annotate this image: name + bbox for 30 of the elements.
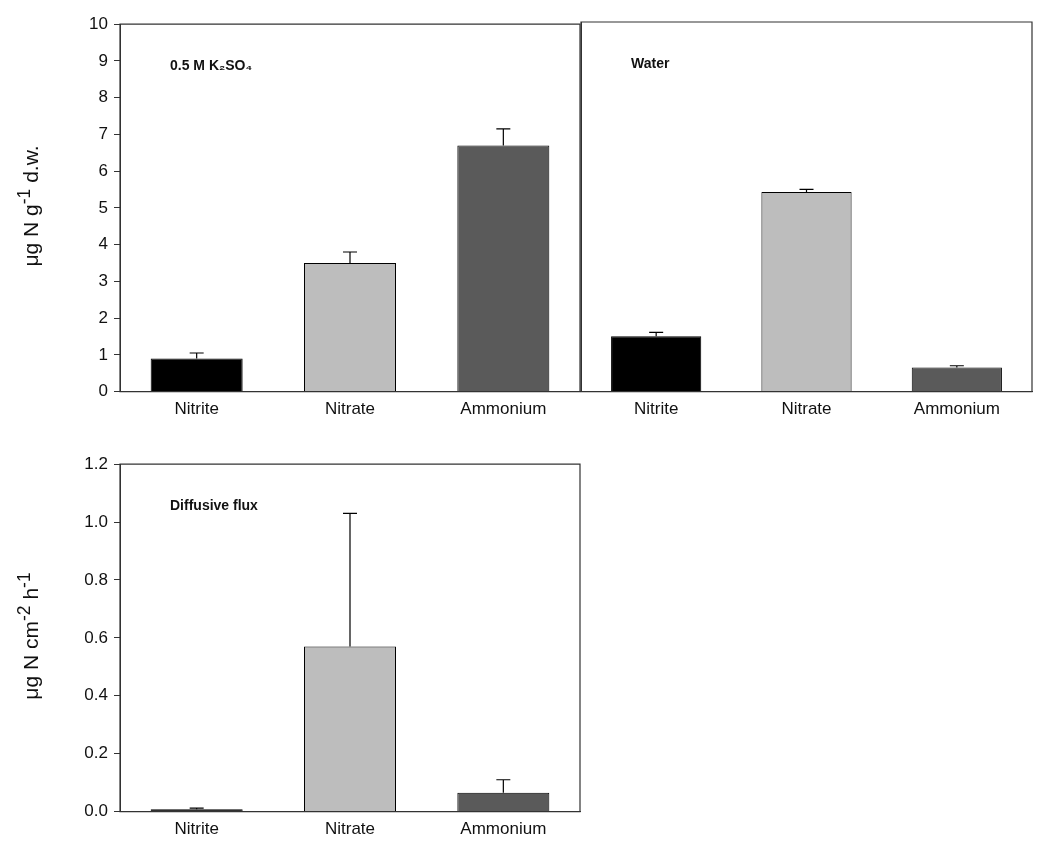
y-tick-label: 6 [98, 160, 108, 180]
y-tick-label: 10 [89, 13, 108, 33]
y-tick-label: 0 [98, 381, 108, 401]
x-tick-label: Ammonium [913, 399, 1000, 419]
y-tick-label: 9 [98, 50, 108, 70]
y-tick-label: 1.0 [84, 511, 108, 531]
x-tick-label: Nitrite [174, 399, 219, 419]
y-tick-label: 1 [98, 344, 108, 364]
y-tick-label: 5 [98, 197, 108, 217]
y-tick-label: 2 [98, 307, 108, 327]
x-tick-label: Ammonium [460, 399, 547, 419]
x-tick-label: Nitrate [324, 819, 376, 839]
annotation: Water [631, 55, 670, 71]
y-tick-label: 3 [98, 271, 108, 291]
y-tick-label: 0.2 [84, 743, 108, 763]
y-tick-label: 4 [98, 234, 108, 254]
x-tick-label: Nitrate [324, 399, 376, 419]
y-tick-label: 8 [98, 87, 108, 107]
x-tick-label: Nitrate [781, 399, 832, 419]
y-tick-label: 0.4 [84, 685, 108, 705]
x-tick-label: Ammonium [460, 819, 547, 839]
y-tick-label: 0.0 [84, 801, 108, 821]
y-tick-label: 0.8 [84, 569, 108, 589]
x-tick-label: Nitrite [633, 399, 679, 419]
x-tick-label: Nitrite [174, 819, 219, 839]
annotation: 0.5 M K₂SO₄ [170, 57, 253, 74]
y-tick-label: 7 [98, 124, 108, 144]
y-tick-label: 0.6 [84, 627, 108, 647]
y-tick-label: 1.2 [84, 453, 108, 473]
annotation: Diffusive flux [170, 497, 259, 514]
